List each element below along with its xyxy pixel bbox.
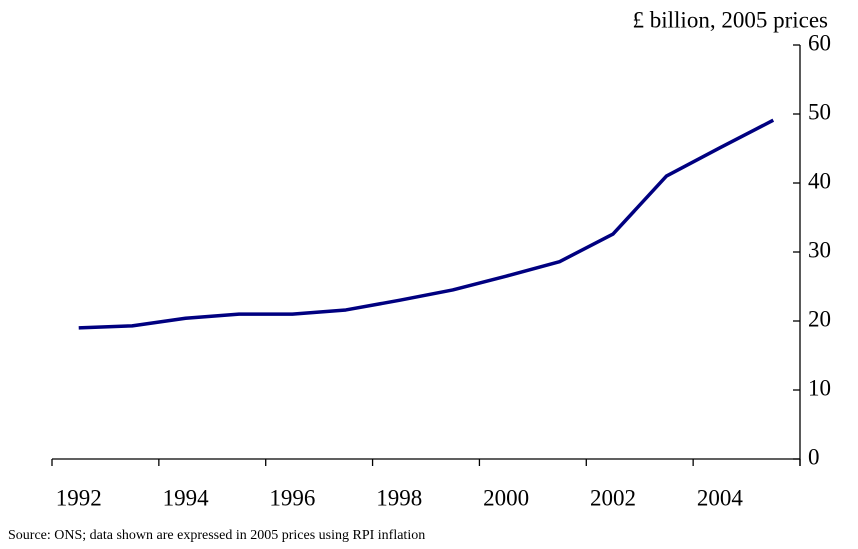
x-tick-label: 1994 <box>163 485 210 510</box>
x-tick-label: 2002 <box>590 485 636 510</box>
x-tick-label: 1998 <box>376 485 422 510</box>
y-tick-label: 40 <box>808 168 831 193</box>
y-tick-label: 0 <box>808 444 820 469</box>
x-tick-label: 1992 <box>56 485 102 510</box>
x-tick-label: 2000 <box>483 485 529 510</box>
y-tick-label: 50 <box>808 99 831 124</box>
y-tick-label: 10 <box>808 375 831 400</box>
y-axis-label: £ billion, 2005 prices <box>633 7 829 32</box>
y-tick-label: 30 <box>808 237 831 262</box>
x-tick-label: 1996 <box>269 485 315 510</box>
source-note: Source: ONS; data shown are expressed in… <box>8 528 425 543</box>
x-tick-label: 2004 <box>697 485 744 510</box>
y-tick-label: 20 <box>808 306 831 331</box>
y-tick-label: 60 <box>808 30 831 55</box>
data-line <box>78 118 775 330</box>
